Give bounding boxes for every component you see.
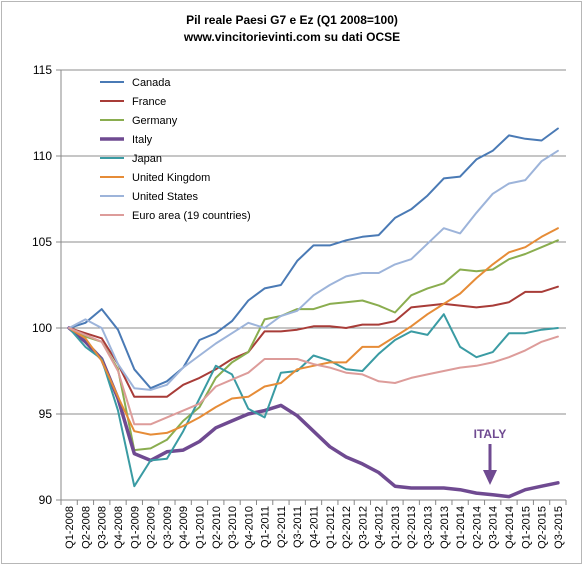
chart-title: Pil reale Paesi G7 e Ez (Q1 2008=100) xyxy=(186,13,398,27)
x-tick-label: Q1-2008 xyxy=(64,506,76,549)
y-tick-label: 95 xyxy=(39,407,53,421)
x-tick-label: Q4-2012 xyxy=(374,506,386,549)
legend-label: Italy xyxy=(132,134,153,146)
x-tick-label: Q2-2011 xyxy=(276,506,288,548)
italy-annotation: ITALY xyxy=(474,427,507,485)
x-tick-label: Q4-2013 xyxy=(439,506,451,549)
x-tick-labels: Q1-2008 Q2-2008 Q3-2008 Q4-2008 Q1-2009 Q2-20… xyxy=(60,500,567,549)
x-tick-label: Q4-2011 xyxy=(309,506,321,548)
x-tick-label: Q2-2014 xyxy=(471,506,483,549)
legend-label: France xyxy=(132,96,166,108)
x-tick-label: Q3-2014 xyxy=(488,506,500,549)
series-lines xyxy=(67,127,560,499)
x-tick-label: Q3-2009 xyxy=(162,506,174,549)
legend-label: United States xyxy=(132,191,199,203)
y-tick-label: 100 xyxy=(32,321,52,335)
y-tick-label: 110 xyxy=(33,149,52,163)
x-tick-label: Q1-2014 xyxy=(455,506,467,549)
x-tick-label: Q3-2013 xyxy=(423,506,435,549)
x-tick-label: Q3-2011 xyxy=(292,506,304,548)
x-tick-label: Q1-2009 xyxy=(129,506,141,549)
series-line-japan xyxy=(68,313,559,488)
x-tick-label: Q1-2012 xyxy=(325,506,337,549)
series-line-euro-area-19-countries xyxy=(68,327,559,426)
x-tick-label: Q1-2013 xyxy=(390,506,402,549)
y-tick-label: 115 xyxy=(33,63,52,77)
x-tick-label: Q2-2008 xyxy=(80,506,92,549)
x-tick-label: Q1-2015 xyxy=(520,506,532,549)
x-tick-label: Q3-2015 xyxy=(553,506,565,549)
series-line-france xyxy=(68,285,559,398)
y-tick-label: 105 xyxy=(32,235,52,249)
x-tick-label: Q4-2010 xyxy=(243,506,255,549)
y-tick-label: 90 xyxy=(39,493,53,507)
x-tick-label: Q4-2009 xyxy=(178,506,190,549)
series-line-united-kingdom xyxy=(68,227,559,436)
series-line-germany xyxy=(68,239,559,452)
x-tick-label: Q4-2008 xyxy=(113,506,125,549)
legend-label: United Kingdom xyxy=(132,172,210,184)
x-tick-label: Q1-2011 xyxy=(260,506,272,548)
x-tick-label: Q3-2008 xyxy=(97,506,109,549)
x-tick-label: Q1-2010 xyxy=(194,506,206,549)
x-tick-label: Q2-2012 xyxy=(341,506,353,549)
x-tick-label: Q4-2014 xyxy=(504,506,516,549)
legend-label: Japan xyxy=(132,153,162,165)
x-tick-label: Q2-2010 xyxy=(211,506,223,549)
legend-label: Canada xyxy=(132,77,171,89)
x-tick-label: Q2-2013 xyxy=(406,506,418,549)
x-tick-label: Q3-2012 xyxy=(357,506,369,549)
arrow-head xyxy=(483,470,497,485)
legend-label: Euro area (19 countries) xyxy=(132,210,251,222)
x-tick-label: Q2-2015 xyxy=(537,506,549,549)
x-tick-label: Q3-2010 xyxy=(227,506,239,549)
y-tick-labels: 90 95 100 105 110 115 xyxy=(32,63,61,507)
series-line-canada xyxy=(68,127,559,390)
series-line-united-states xyxy=(68,149,559,391)
x-tick-label: Q2-2009 xyxy=(146,506,158,549)
legend-label: Germany xyxy=(132,115,178,127)
chart-subtitle: www.vincitorievinti.com su dati OCSE xyxy=(183,30,401,44)
legend: Canada France Germany Italy Japan United King… xyxy=(100,77,251,222)
annotation-label: ITALY xyxy=(474,427,507,441)
